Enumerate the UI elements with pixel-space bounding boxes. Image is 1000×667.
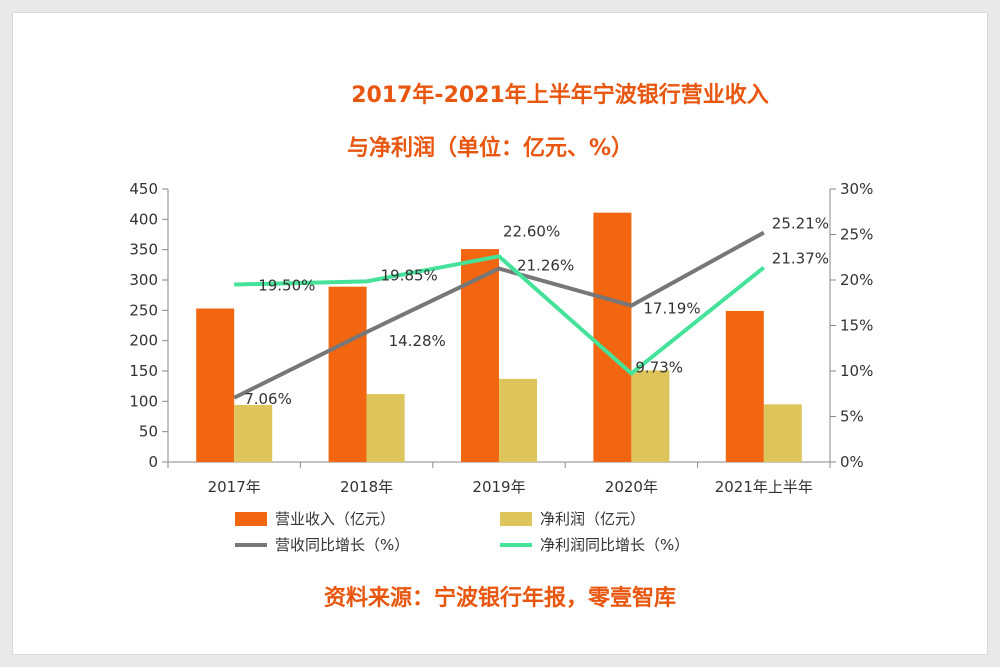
legend: 营业收入（亿元） 净利润（亿元） 营收同比增长（%） 净利润同比增长（%） bbox=[235, 510, 689, 554]
label-revenue-growth: 25.21% bbox=[772, 215, 829, 233]
bar-net-profit bbox=[631, 370, 670, 462]
x-tick-label: 2019年 bbox=[472, 478, 525, 496]
label-revenue-growth: 21.26% bbox=[517, 257, 574, 275]
left-tick-label: 100 bbox=[129, 392, 158, 410]
label-net-profit-growth: 21.37% bbox=[772, 250, 829, 268]
x-tick-label: 2021年上半年 bbox=[715, 478, 813, 496]
label-net-profit-growth: 19.50% bbox=[258, 277, 315, 295]
right-tick-label: 5% bbox=[840, 408, 864, 426]
right-tick-label: 20% bbox=[840, 271, 873, 289]
left-tick-label: 250 bbox=[129, 301, 158, 319]
left-tick-label: 450 bbox=[129, 180, 158, 198]
left-tick-label: 350 bbox=[129, 241, 158, 259]
chart-title-line2: 与净利润（单位：亿元、%） bbox=[347, 135, 633, 161]
legend-label: 净利润同比增长（%） bbox=[540, 536, 689, 554]
bar-revenue bbox=[196, 308, 235, 462]
legend-label: 净利润（亿元） bbox=[540, 510, 645, 528]
left-tick-label: 50 bbox=[139, 423, 158, 441]
legend-swatch-bar bbox=[235, 512, 267, 526]
growth-lines bbox=[233, 230, 766, 400]
bar-revenue bbox=[725, 310, 764, 462]
bar-revenue bbox=[461, 249, 499, 462]
label-revenue-growth: 7.06% bbox=[244, 390, 292, 408]
bar-net-profit bbox=[366, 394, 405, 462]
x-tick-label: 2020年 bbox=[605, 478, 658, 496]
legend-label: 营收同比增长（%） bbox=[275, 536, 409, 554]
label-net-profit-growth: 22.60% bbox=[503, 222, 560, 240]
left-tick-label: 150 bbox=[129, 362, 158, 380]
label-net-profit-growth: 19.85% bbox=[381, 266, 438, 284]
legend-label: 营业收入（亿元） bbox=[275, 510, 395, 528]
bar-revenue bbox=[328, 286, 367, 462]
left-tick-label: 400 bbox=[129, 210, 158, 228]
x-tick-label: 2017年 bbox=[208, 478, 261, 496]
source-note: 资料来源：宁波银行年报，零壹智库 bbox=[324, 585, 676, 611]
line-net-profit-growth bbox=[234, 254, 766, 376]
label-revenue-growth: 17.19% bbox=[643, 300, 700, 318]
bar-net-profit bbox=[499, 378, 537, 462]
right-tick-label: 0% bbox=[840, 453, 864, 471]
right-tick-label: 10% bbox=[840, 362, 873, 380]
right-tick-label: 25% bbox=[840, 226, 873, 244]
line-revenue-growth bbox=[233, 230, 765, 400]
label-net-profit-growth: 9.73% bbox=[635, 358, 683, 376]
label-revenue-growth: 14.28% bbox=[389, 332, 446, 350]
chart-frame bbox=[12, 12, 988, 655]
axes: 0 50 100 150 200 250 300 350 400 450 0% 5% 10% 15% 20%… bbox=[129, 180, 873, 496]
chart-title-line1: 2017年-2021年上半年宁波银行营业收入 bbox=[351, 82, 769, 108]
left-tick-label: 0 bbox=[148, 453, 158, 471]
legend-swatch-bar bbox=[500, 512, 532, 526]
bar-net-profit bbox=[234, 404, 273, 462]
left-tick-label: 200 bbox=[129, 332, 158, 350]
bar-revenue bbox=[593, 212, 632, 462]
bars bbox=[196, 212, 802, 462]
right-tick-label: 30% bbox=[840, 180, 873, 198]
data-labels: 7.06% 14.28% 21.26% 17.19% 25.21% 19.50% 19.85… bbox=[244, 215, 829, 408]
x-tick-label: 2018年 bbox=[340, 478, 393, 496]
right-tick-label: 15% bbox=[840, 317, 873, 335]
bar-net-profit bbox=[763, 404, 802, 462]
left-tick-label: 300 bbox=[129, 271, 158, 289]
